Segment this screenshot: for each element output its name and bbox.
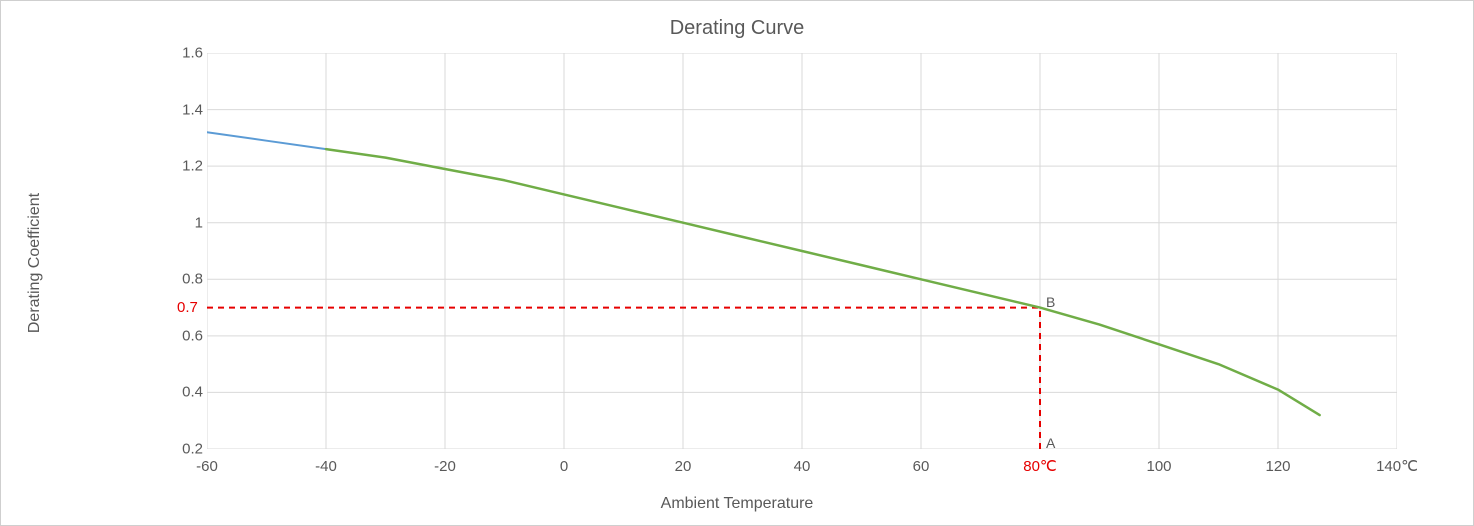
y-tick: 0.4 — [173, 384, 203, 401]
y-axis-label: Derating Coefficient — [26, 193, 44, 333]
x-axis-label: Ambient Temperature — [7, 495, 1467, 513]
guide-y-label: 0.7 — [177, 299, 198, 316]
x-tick: -20 — [434, 458, 456, 475]
y-tick: 1 — [173, 214, 203, 231]
x-tick: 0 — [560, 458, 568, 475]
x-tick: -60 — [196, 458, 218, 475]
x-tick: -40 — [315, 458, 337, 475]
x-tick: 80℃ — [1023, 457, 1057, 475]
x-tick: 40 — [794, 458, 811, 475]
x-tick: 100 — [1146, 458, 1171, 475]
chart-title: Derating Curve — [7, 17, 1467, 40]
point-label-b: B — [1046, 294, 1055, 310]
chart-area: Derating Curve Derating Coefficient Ambi… — [7, 7, 1467, 519]
plot-svg — [207, 53, 1397, 449]
x-tick: 140℃ — [1376, 457, 1418, 475]
x-tick: 60 — [913, 458, 930, 475]
y-tick: 0.2 — [173, 441, 203, 458]
y-tick: 1.4 — [173, 101, 203, 118]
x-tick: 120 — [1265, 458, 1290, 475]
point-label-a: A — [1046, 435, 1055, 451]
chart-frame: Derating Curve Derating Coefficient Ambi… — [0, 0, 1474, 526]
y-tick: 1.2 — [173, 158, 203, 175]
y-tick: 0.6 — [173, 327, 203, 344]
plot-region — [207, 53, 1397, 449]
x-tick: 20 — [675, 458, 692, 475]
y-tick: 1.6 — [173, 45, 203, 62]
y-tick: 0.8 — [173, 271, 203, 288]
